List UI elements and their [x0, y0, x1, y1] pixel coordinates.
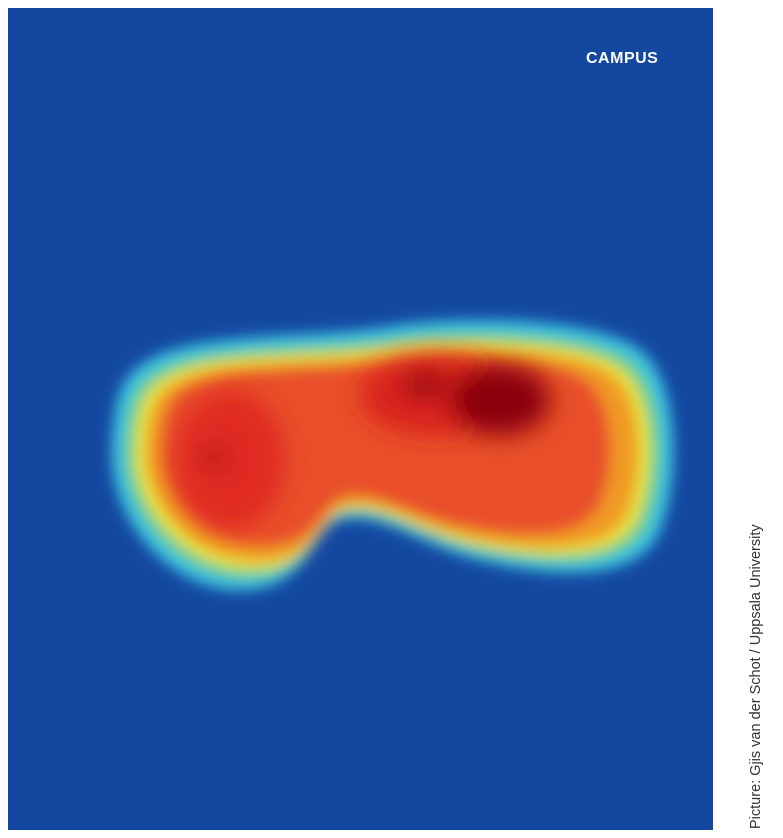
- heatmap-hotspots: [175, 355, 550, 530]
- photo: [8, 8, 713, 830]
- section-label: CAMPUS: [586, 50, 659, 67]
- photo-credit: Picture: Gjis van der Schot / Uppsala Un…: [748, 524, 764, 829]
